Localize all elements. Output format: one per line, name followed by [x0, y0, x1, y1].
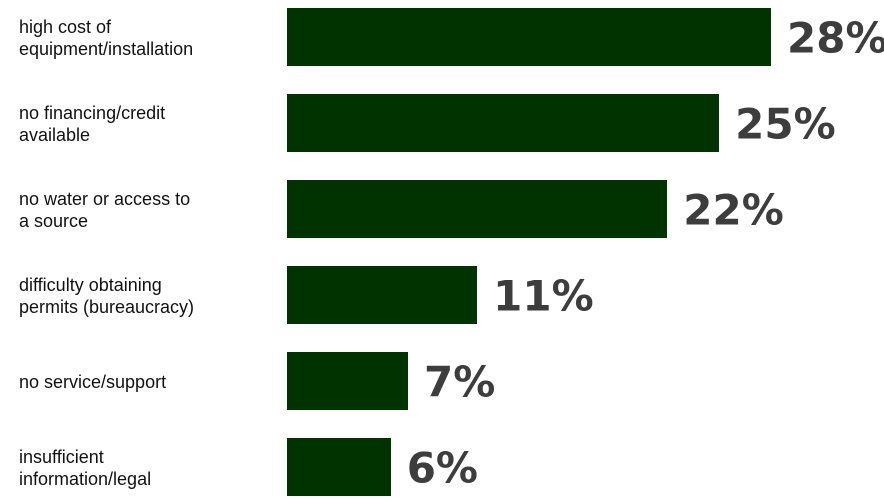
bar: [287, 266, 478, 324]
value-label: 22%: [683, 185, 784, 235]
category-label: difficulty obtaining permits (bureaucrac…: [19, 275, 195, 317]
bar-row: no service/support 7%: [0, 352, 884, 412]
category-label: no service/support: [19, 372, 167, 392]
value-label: 28%: [787, 13, 884, 63]
bar-row: no financing/credit available 25%: [0, 94, 884, 154]
value-label: 6%: [406, 443, 479, 493]
bar: [287, 8, 771, 66]
bar: [287, 180, 668, 238]
category-label: high cost of equipment/installation: [19, 17, 194, 59]
value-label: 11%: [493, 271, 594, 321]
category-label: no water or access to a source: [19, 189, 191, 231]
value-label: 7%: [424, 357, 496, 407]
bar-row: high cost of equipment/installation 28%: [0, 8, 884, 68]
bar: [287, 94, 720, 152]
bar-row: difficulty obtaining permits (bureaucrac…: [0, 266, 884, 326]
bar: [287, 438, 391, 496]
bar: [287, 352, 408, 410]
value-label: 25%: [735, 99, 836, 149]
bar-row: insufficient information/legal 6%: [0, 438, 884, 498]
bar-row: no water or access to a source 22%: [0, 180, 884, 240]
category-label: insufficient information/legal: [19, 447, 152, 489]
category-label: no financing/credit available: [19, 103, 166, 145]
